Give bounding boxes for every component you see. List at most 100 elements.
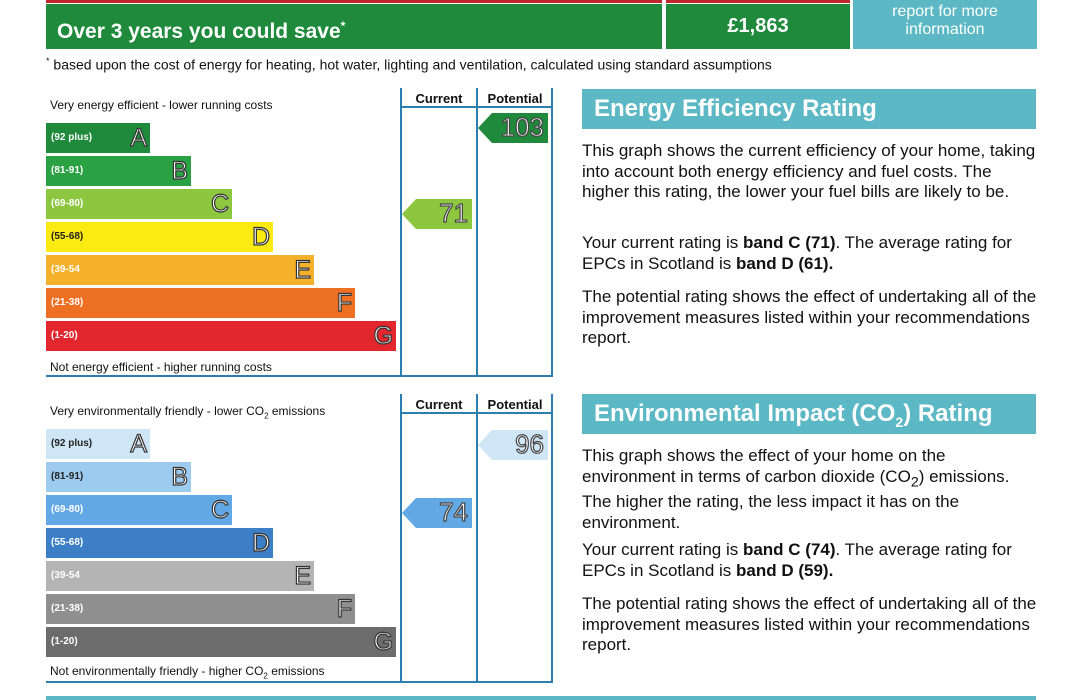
efficiency-paragraph-1: This graph shows the current efficiency … — [582, 141, 1036, 201]
band-range: (81-91) — [51, 165, 84, 176]
band-range: (1-20) — [51, 330, 78, 341]
band-letter: A — [130, 429, 148, 458]
chart-bottom-border — [46, 681, 553, 683]
para-text: . The average rating for EPCs in Scotlan… — [582, 540, 1012, 580]
potential-header: Potential — [487, 397, 543, 412]
chart-top-caption: Very environmentally friendly - lower CO… — [50, 404, 325, 420]
column-divider — [400, 394, 402, 683]
potential-rating-value: 96 — [514, 428, 544, 459]
report-link[interactable]: report for more information — [853, 0, 1037, 49]
potential-header: Potential — [487, 91, 543, 106]
band-letter: C — [210, 495, 229, 524]
band-letter: D — [251, 528, 270, 557]
title-text: ) Rating — [903, 400, 993, 427]
band-letter: C — [210, 189, 229, 218]
band-letter: G — [373, 627, 394, 656]
average-band-text: band D (61). — [736, 253, 834, 273]
band-g: (1-20) G — [46, 321, 396, 351]
band-letter: B — [171, 462, 189, 491]
band-letter: F — [336, 288, 353, 317]
band-range: (1-20) — [51, 636, 78, 647]
band-range: (39-54 — [51, 264, 80, 275]
potential-rating-arrow: 96 — [478, 428, 548, 460]
band-letter: A — [130, 123, 148, 152]
footnote-text: based upon the cost of energy for heatin… — [53, 56, 772, 73]
band-letter: F — [336, 594, 353, 623]
potential-rating-arrow: 103 — [478, 111, 548, 143]
chart-bottom-border — [46, 375, 553, 377]
band-g: (1-20) G — [46, 627, 396, 657]
band-range: (39-54 — [51, 570, 80, 581]
chart-bottom-caption: Not energy efficient - higher running co… — [50, 360, 272, 374]
environmental-impact-chart: Very environmentally friendly - lower CO… — [46, 394, 553, 684]
current-rating-arrow: 71 — [402, 197, 472, 229]
band-a: (92 plus) A — [46, 123, 150, 153]
band-d: (55-68) D — [46, 528, 273, 558]
band-letter: E — [294, 561, 312, 590]
savings-label: Over 3 years you could save* — [46, 4, 662, 49]
band-range: (55-68) — [51, 537, 84, 548]
band-range: (21-38) — [51, 603, 84, 614]
potential-rating-value: 103 — [500, 111, 545, 142]
potential-arrow-shape — [478, 113, 548, 143]
band-f: (21-38) F — [46, 594, 355, 624]
environment-paragraph-2: Your current rating is band C (74). The … — [582, 540, 1038, 581]
para-text: Your current rating is — [582, 233, 743, 252]
band-letter: D — [251, 222, 270, 251]
efficiency-panel-title: Energy Efficiency Rating — [582, 89, 1036, 129]
title-subscript: 2 — [895, 413, 904, 430]
column-divider — [551, 394, 553, 683]
footnote: * based upon the cost of energy for heat… — [46, 56, 772, 73]
band-d: (55-68) D — [46, 222, 273, 252]
savings-label-text: Over 3 years you could save — [57, 20, 341, 43]
para-text: ) emissions. The higher the rating, the … — [582, 466, 1010, 532]
band-range: (92 plus) — [51, 438, 93, 449]
current-arrow-shape — [402, 498, 472, 528]
caption-text: Not environmentally friendly - higher CO — [50, 664, 264, 678]
top-divider — [46, 0, 662, 3]
band-c: (69-80) C — [46, 189, 232, 219]
header-underline — [400, 412, 553, 414]
caption-text: Very environmentally friendly - lower CO — [50, 404, 265, 418]
current-arrow-shape — [402, 199, 472, 229]
band-range: (69-80) — [51, 198, 84, 209]
band-b: (81-91) B — [46, 462, 191, 492]
caption-text: emissions — [267, 664, 325, 678]
energy-efficiency-chart: Very energy efficient - lower running co… — [46, 88, 553, 378]
header-underline — [400, 106, 553, 108]
savings-asterisk: * — [340, 19, 346, 33]
savings-amount: £1,863 — [666, 4, 850, 49]
band-e: (39-54 E — [46, 561, 314, 591]
caption-subscript: 2 — [263, 671, 268, 681]
environment-panel-title: Environmental Impact (CO2) Rating — [582, 394, 1036, 434]
column-divider — [476, 88, 478, 377]
report-link-line2: information — [905, 21, 985, 38]
potential-arrow-shape — [478, 430, 548, 460]
caption-text: emissions — [268, 404, 326, 418]
top-divider — [666, 0, 850, 3]
column-divider — [551, 88, 553, 377]
para-text: This graph shows the effect of your home… — [582, 446, 946, 486]
environment-paragraph-1: This graph shows the effect of your home… — [582, 446, 1038, 533]
band-letter: B — [171, 156, 189, 185]
band-range: (81-91) — [51, 471, 84, 482]
average-band-text: band D (59). — [736, 560, 834, 580]
efficiency-paragraph-3: The potential rating shows the effect of… — [582, 287, 1037, 347]
current-header: Current — [415, 91, 463, 106]
band-a: (92 plus) A — [46, 429, 150, 459]
band-range: (69-80) — [51, 504, 84, 515]
current-rating-value: 71 — [438, 197, 468, 228]
current-band-text: band C (74) — [742, 540, 836, 559]
title-text: Environmental Impact (CO — [594, 400, 896, 427]
bottom-divider — [46, 696, 1036, 700]
band-c: (69-80) C — [46, 495, 232, 525]
band-b: (81-91) B — [46, 156, 191, 186]
current-band-text: band C (71) — [742, 233, 836, 252]
chart-bottom-caption: Not environmentally friendly - higher CO… — [50, 664, 325, 680]
environment-paragraph-3: The potential rating shows the effect of… — [582, 594, 1037, 654]
current-header: Current — [415, 397, 463, 412]
band-letter: G — [373, 321, 394, 350]
efficiency-paragraph-2: Your current rating is band C (71). The … — [582, 233, 1038, 274]
current-rating-value: 74 — [438, 496, 468, 527]
band-range: (92 plus) — [51, 132, 93, 143]
